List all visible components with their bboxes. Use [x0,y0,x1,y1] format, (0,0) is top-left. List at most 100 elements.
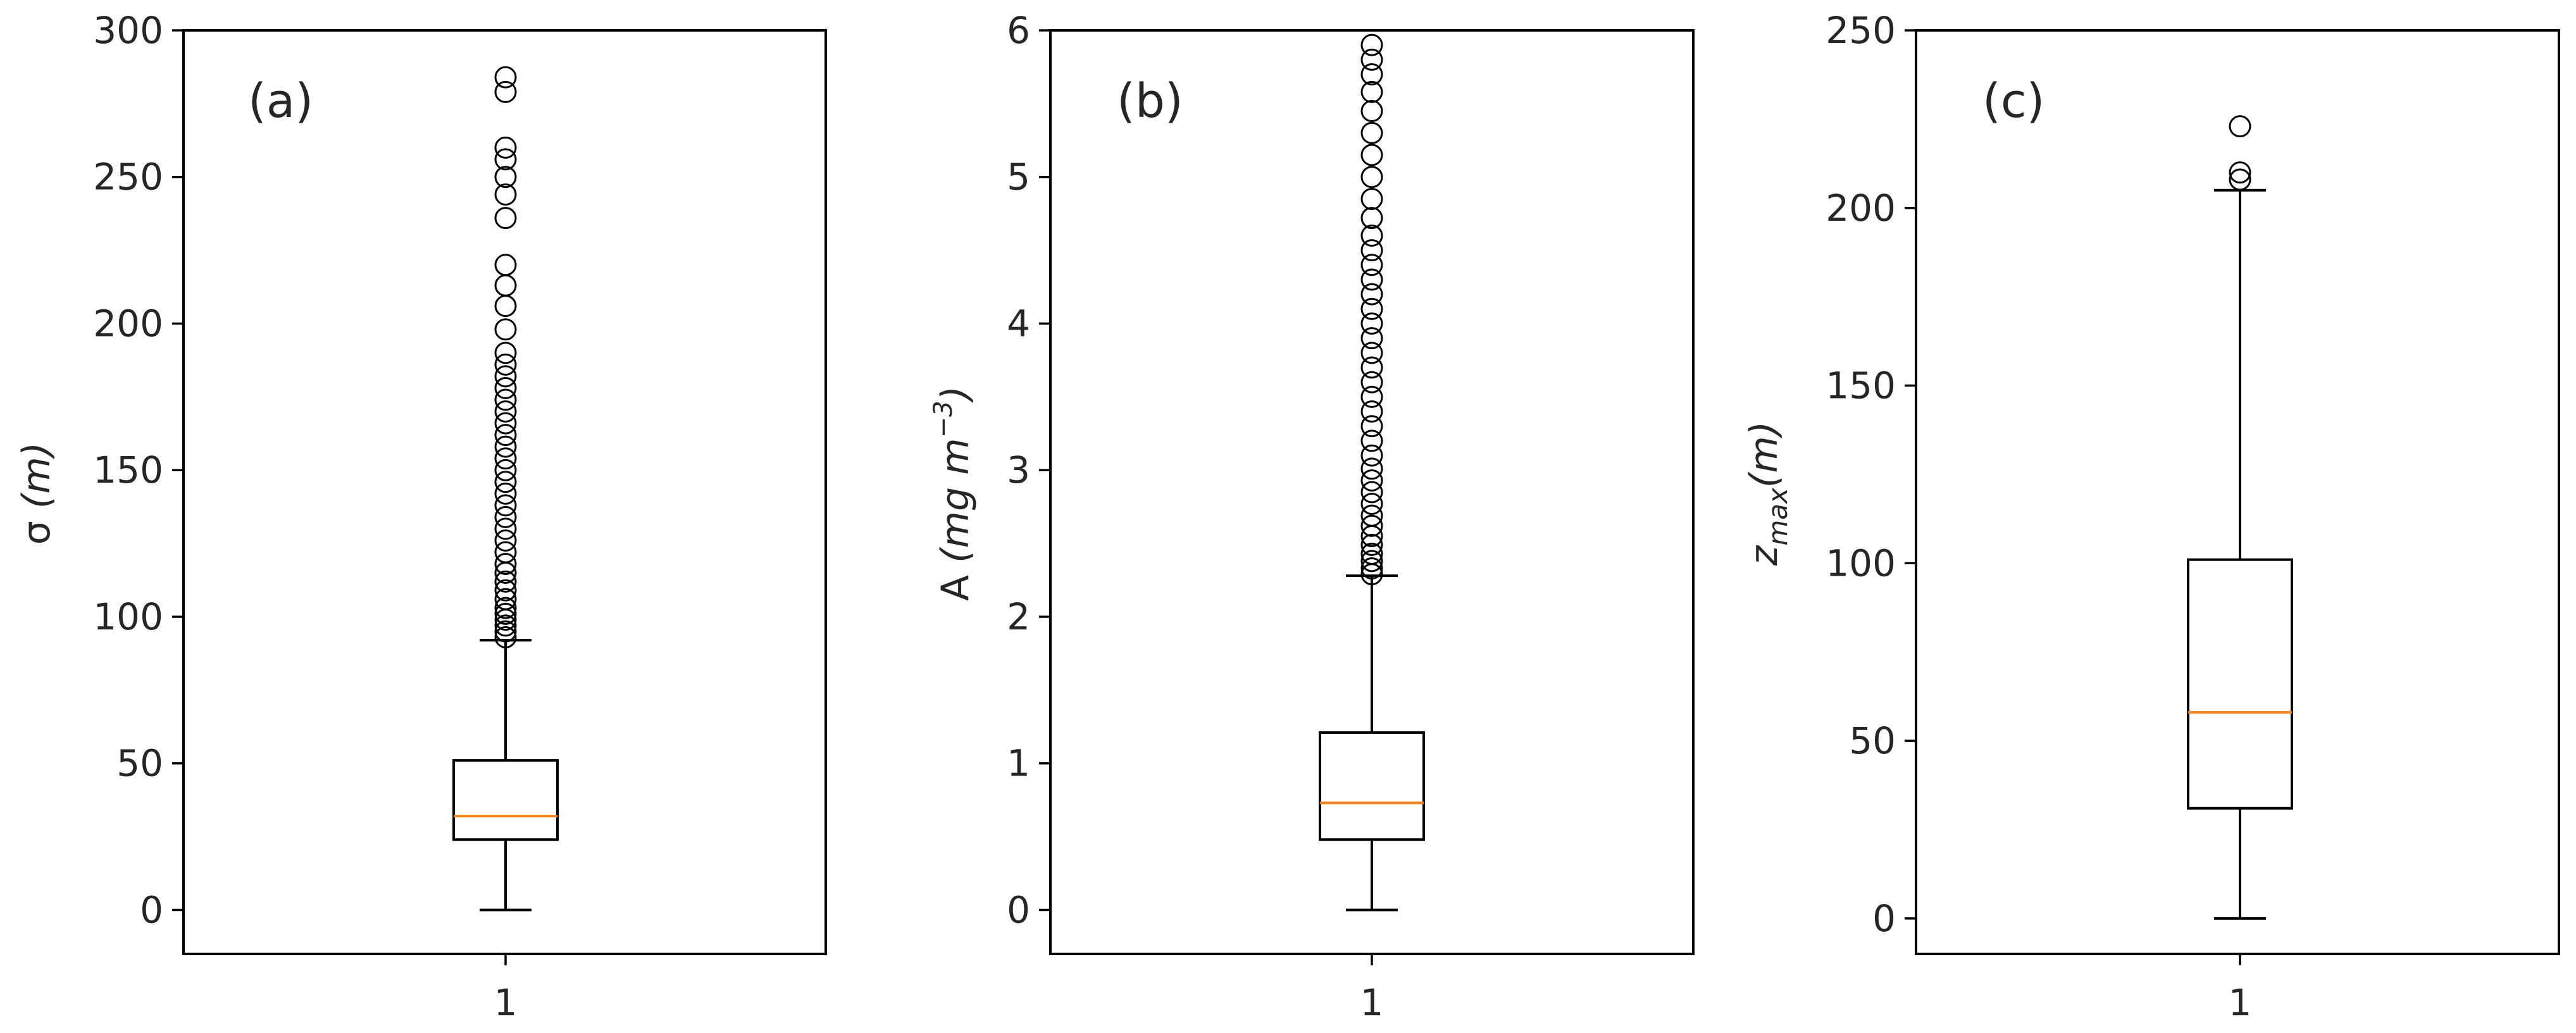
outlier-point-b [1360,514,1383,537]
outlier-point-a [494,579,517,602]
outlier-point-a [494,424,517,447]
outlier-point-b [1360,99,1383,122]
y-tick-label-a: 50 [116,742,163,785]
outlier-point-a [494,435,517,458]
y-tick-label-c: 250 [1826,9,1896,52]
outlier-point-b [1360,63,1383,86]
y-tick-label-b: 1 [1007,742,1030,785]
outlier-point-a [494,388,517,411]
outlier-point-a [494,570,517,593]
outlier-point-b [1360,481,1383,504]
outlier-point-b [1360,469,1383,492]
outlier-point-b [1360,356,1383,379]
panel-label-b: (b) [1117,74,1183,128]
outlier-point-b [1360,239,1383,262]
y-tick-label-c: 200 [1826,187,1896,230]
y-tick-label-b: 5 [1007,156,1030,199]
outlier-point-b [1360,268,1383,291]
outlier-point-a [494,459,517,481]
y-tick-label-b: 0 [1007,888,1030,931]
y-tick-label-b: 2 [1007,595,1030,638]
outlier-point-b [1360,188,1383,211]
outlier-point-a [494,541,517,564]
y-ticks-c: 0 50 100 150 200 250 [1826,9,2241,965]
y-tick-label-a: 200 [93,302,163,345]
box-c [2187,558,2293,810]
outlier-point-a [494,166,517,189]
y-tick-label-c: 100 [1826,541,1896,585]
y-tick-label-a: 250 [93,156,163,199]
outlier-point-a [494,136,517,159]
outlier-point-b [1360,312,1383,335]
outlier-point-b [1360,254,1383,276]
x-tick-label-b: 1 [1360,981,1384,1024]
outlier-point-a [494,183,517,206]
y-tick-label-a: 300 [93,9,163,52]
outlier-point-a [494,597,517,619]
outlier-point-a [494,602,517,625]
outlier-point-a [494,505,517,528]
outlier-point-a [494,529,517,552]
outlier-point-a [494,626,517,648]
outlier-point-a [494,588,517,610]
outlier-point-a [494,254,517,276]
y-tick-label-c: 50 [1849,719,1896,762]
outlier-point-b [1360,533,1383,556]
outlier-point-a [494,66,517,89]
outlier-point-b [1360,48,1383,71]
outlier-point-a [494,400,517,423]
outlier-point-c [2229,115,2251,138]
outlier-point-a [494,447,517,470]
outlier-point-a [494,412,517,435]
box-b [1319,731,1425,841]
x-tick-label-c: 1 [2229,981,2252,1024]
y-tick-label-a: 150 [93,448,163,492]
outlier-point-a [494,353,517,376]
y-ticks-a: 0 50 100 150 200 250 300 [93,9,507,965]
outlier-point-b [1360,504,1383,527]
outlier-point-a [494,295,517,318]
outlier-point-a [494,148,517,171]
outlier-point-b [1360,444,1383,467]
outlier-point-b [1360,415,1383,438]
outlier-point-a [494,482,517,505]
outlier-point-a [494,365,517,388]
outlier-point-b [1360,557,1383,580]
outlier-point-b [1360,327,1383,350]
outlier-point-a [494,80,517,103]
outlier-point-b [1360,34,1383,56]
outlier-point-b [1360,207,1383,230]
outlier-point-c [2229,161,2251,184]
outlier-point-a [494,376,517,399]
outlier-point-b [1360,371,1383,393]
axes-frame-b [1049,29,1695,955]
outlier-point-b [1360,297,1383,320]
outlier-point-b [1360,121,1383,144]
y-tick-label-b: 4 [1007,302,1030,345]
y-tick-label-a: 100 [93,595,163,638]
y-ticks-b: 0 1 2 3 4 5 6 [1007,9,1373,965]
y-axis-label-c: zmax(m) [1742,421,1793,566]
plot-area-b [1049,29,1695,955]
outlier-point-b [1360,457,1383,480]
y-axis-label-b: A (mg m−3) [929,386,978,601]
panel-b: 0 1 2 3 4 5 6 (b) 1 A (mg m−3) [929,9,1695,1024]
y-tick-label-b: 3 [1007,448,1030,492]
panel-c: 0 50 100 150 200 250 (c) 1 zmax(m) [1742,9,2560,1024]
outlier-point-a [494,517,517,540]
outlier-point-a [494,614,517,637]
y-tick-label-c: 150 [1826,364,1896,407]
panel-label-c: (c) [1982,74,2044,128]
panel-a: 0 50 100 150 200 250 300 (a) 1 σ (m) [15,9,827,1024]
outlier-point-a [494,342,517,364]
outlier-point-b [1360,342,1383,364]
outlier-point-a [494,318,517,341]
outlier-point-b [1360,283,1383,306]
outlier-point-a [494,494,517,517]
box-a [452,759,559,841]
y-axis-label-a: σ (m) [15,442,59,545]
outlier-point-b [1360,80,1383,103]
outlier-point-a [494,274,517,297]
axes-frame-c [1915,29,2560,955]
